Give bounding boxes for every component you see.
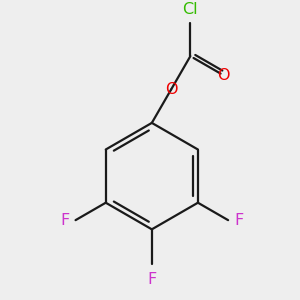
Text: F: F: [235, 213, 244, 228]
Text: F: F: [147, 272, 157, 286]
Text: Cl: Cl: [183, 2, 198, 17]
Text: F: F: [60, 213, 69, 228]
Text: O: O: [165, 82, 177, 97]
Text: O: O: [218, 68, 230, 83]
